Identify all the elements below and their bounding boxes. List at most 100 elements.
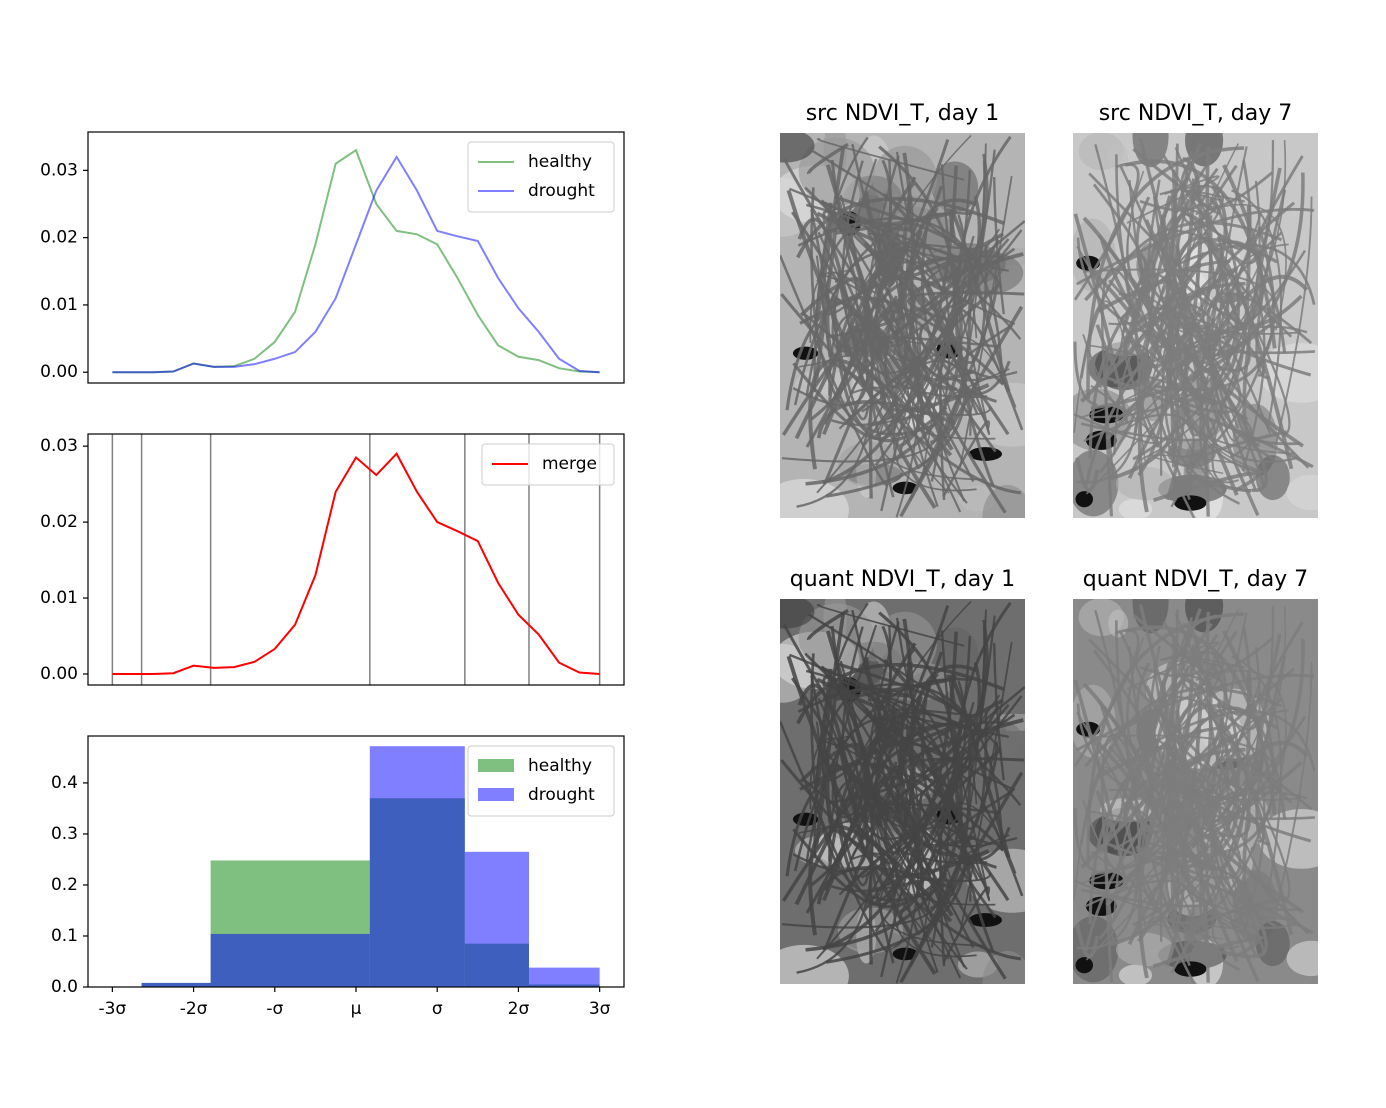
- image-fiber: [861, 235, 975, 413]
- image-title: quant NDVI_T, day 1: [790, 567, 1015, 592]
- line: [112, 452, 600, 675]
- image-fiber: [1195, 171, 1273, 209]
- image-fiber: [780, 254, 888, 487]
- image-title: quant NDVI_T, day 7: [1083, 567, 1308, 592]
- legend-swatch: [478, 788, 514, 801]
- image-fiber: [1201, 225, 1291, 438]
- image-fiber: [861, 700, 909, 825]
- image-fiber: [834, 195, 978, 275]
- image-fiber: [1181, 150, 1219, 225]
- image-fiber: [861, 701, 975, 879]
- image-fiber: [1076, 609, 1141, 950]
- image-fiber: [797, 683, 866, 854]
- image-fiber: [1148, 142, 1202, 349]
- image-fiber: [1161, 240, 1287, 354]
- image-fiber: [1119, 631, 1210, 933]
- image-title: src NDVI_T, day 7: [1099, 101, 1293, 126]
- y-tick-label: 0.2: [51, 875, 78, 895]
- image-fiber: [890, 708, 1009, 738]
- image-fiber: [1126, 175, 1220, 224]
- image-fiber: [1073, 300, 1146, 462]
- image-fiber: [850, 686, 1025, 860]
- image-fiber: [1176, 355, 1205, 404]
- image-fiber: [1121, 725, 1155, 902]
- image-fiber: [810, 653, 939, 902]
- image-fiber: [1104, 820, 1129, 983]
- image-fiber: [1079, 687, 1283, 845]
- x-tick-label: 2σ: [508, 999, 530, 1019]
- image-fiber: [1176, 394, 1249, 488]
- image-fiber: [810, 187, 939, 436]
- image-fiber: [1088, 172, 1266, 377]
- image-fiber: [805, 263, 963, 486]
- x-tick-label: σ: [432, 999, 443, 1019]
- image: [1073, 599, 1318, 984]
- image-fiber: [874, 214, 967, 466]
- image-fiber: [796, 660, 874, 974]
- image-fiber: [877, 335, 1000, 349]
- image-fiber: [899, 771, 1024, 984]
- image-fiber: [805, 729, 963, 952]
- image-fiber: [1125, 625, 1277, 815]
- image-fiber: [1145, 219, 1266, 488]
- y-tick-label: 0.3: [51, 824, 78, 844]
- image-fiber: [1126, 688, 1302, 801]
- y-tick-label: 0.02: [40, 512, 78, 532]
- image-fiber: [863, 695, 1023, 912]
- image-fiber: [1126, 222, 1302, 335]
- image-fiber: [827, 353, 894, 399]
- y-tick-label: 0.00: [40, 664, 78, 684]
- bar: [141, 982, 211, 987]
- image-fiber: [797, 217, 866, 388]
- image-blob: [982, 484, 1025, 518]
- image-fiber: [1275, 196, 1313, 445]
- y-tick-label: 0.01: [40, 295, 78, 315]
- image-fiber: [993, 643, 1005, 781]
- image-fiber: [879, 860, 983, 947]
- image-fiber: [1127, 833, 1217, 946]
- image-fiber: [877, 801, 1000, 815]
- legend-box: [481, 443, 615, 486]
- legend-box: [467, 141, 615, 213]
- image-fiber: [1171, 609, 1267, 940]
- image-fiber: [1075, 457, 1100, 493]
- image-title: src NDVI_T, day 1: [806, 101, 1000, 126]
- image-fiber: [1138, 138, 1213, 317]
- image-fiber: [1132, 199, 1241, 461]
- x-tick-label: -σ: [266, 999, 283, 1019]
- image-fiber: [890, 242, 1009, 272]
- x-tick-label: 3σ: [589, 999, 611, 1019]
- bar: [210, 933, 370, 987]
- image-fiber: [1171, 143, 1267, 474]
- image-fiber: [835, 208, 957, 235]
- bar: [528, 967, 600, 987]
- y-tick-label: 0.4: [51, 773, 78, 793]
- image-fiber: [903, 257, 1007, 514]
- image-fiber: [1126, 641, 1220, 690]
- image-fiber: [899, 305, 1024, 518]
- axes-frame: [87, 433, 625, 686]
- axes: 0.00 0.01 0.02 0.03 healthy drought: [40, 131, 625, 384]
- image-fiber: [1152, 937, 1260, 968]
- y-tick-label: 0.01: [40, 588, 78, 608]
- image-fiber: [1162, 154, 1252, 250]
- image-fiber: [1206, 757, 1313, 957]
- image-fiber: [1119, 165, 1210, 467]
- image-fiber: [822, 207, 939, 316]
- image-fiber: [1137, 286, 1182, 513]
- legend-label: drought: [528, 181, 595, 201]
- image-fiber: [1137, 752, 1182, 979]
- y-tick-label: 0.03: [40, 436, 78, 456]
- image-blob: [780, 599, 815, 629]
- image-fiber: [1161, 706, 1287, 820]
- image-fiber: [1125, 159, 1277, 349]
- image-fiber: [1121, 259, 1155, 436]
- image-fiber: [1181, 616, 1219, 691]
- image-blob: [780, 133, 815, 163]
- legend-label: drought: [528, 785, 595, 805]
- image-fiber: [1121, 606, 1287, 899]
- image-fiber: [1104, 354, 1129, 517]
- image-fiber: [1176, 860, 1249, 954]
- legend-label: healthy: [528, 152, 592, 172]
